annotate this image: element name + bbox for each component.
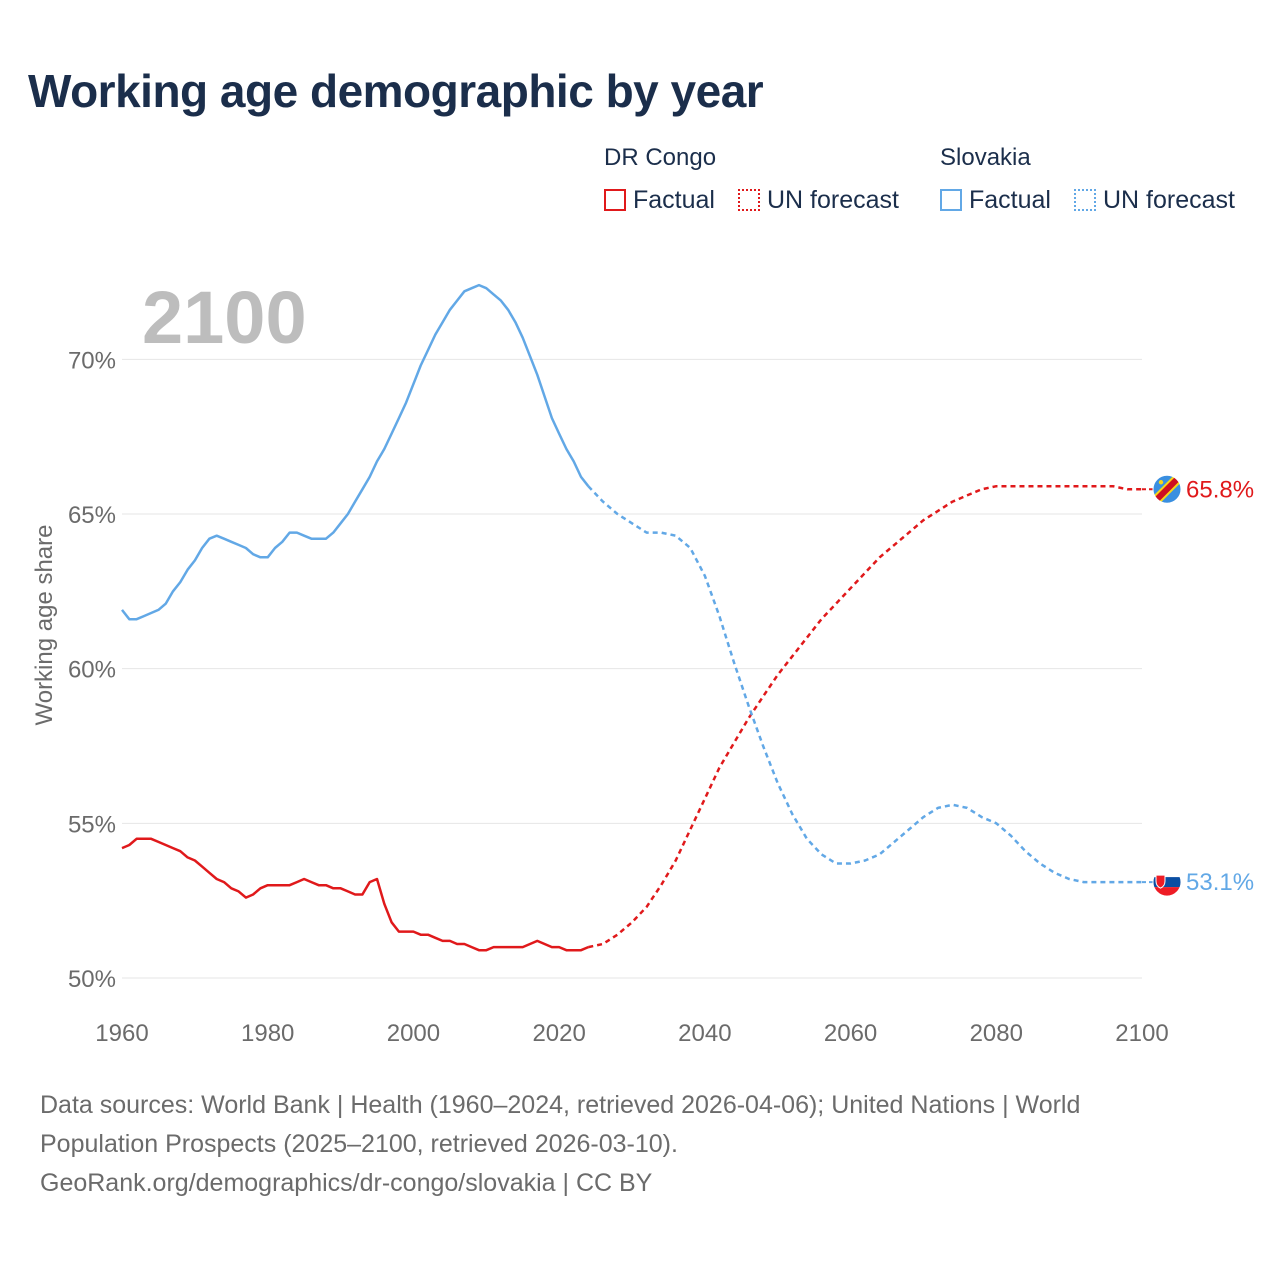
legend-swatch-dr-congo-factual (604, 189, 626, 211)
y-tick-label: 70% (68, 347, 116, 374)
x-tick-label: 2040 (678, 1020, 731, 1047)
x-tick-label: 2020 (532, 1020, 585, 1047)
x-tick-label: 1980 (241, 1020, 294, 1047)
markers-layer: 65.8% 53.1% (1142, 474, 1254, 897)
grid-layer: 50% 55% 60% 65% 70% 1960 1980 2000 2020 2040 2060 2… (68, 347, 1169, 1047)
x-tick-label: 2080 (970, 1020, 1023, 1047)
flag-marker-dr-congo (1152, 474, 1182, 504)
x-tick-label: 1960 (95, 1020, 148, 1047)
legend-swatch-slovakia-forecast (1074, 189, 1096, 211)
lines-layer (121, 283, 1142, 952)
legend-label: UN forecast (1103, 185, 1235, 214)
legend-item-dr-congo-forecast[interactable]: UN forecast (738, 184, 899, 216)
year-watermark: 2100 (142, 276, 307, 359)
legend-swatch-dr-congo-forecast (738, 189, 760, 211)
series-line-dr-congo-factual[interactable] (121, 837, 589, 952)
source-line-3[interactable]: GeoRank.org/demographics/dr-congo/slovak… (40, 1169, 653, 1197)
legend-label: Factual (969, 185, 1051, 214)
y-tick-label: 55% (68, 811, 116, 838)
series-line-slovakia-forecast[interactable] (587, 485, 1142, 884)
legend-item-dr-congo-factual[interactable]: Factual (604, 184, 715, 216)
x-tick-label: 2100 (1115, 1020, 1168, 1047)
source-line-1: Data sources: World Bank | Health (1960–… (40, 1091, 1081, 1119)
x-tick-label: 2000 (387, 1020, 440, 1047)
end-value-label-dr-congo: 65.8% (1186, 476, 1254, 503)
flag-marker-slovakia (1152, 867, 1182, 897)
source-line-2: Population Prospects (2025–2100, retriev… (40, 1130, 678, 1158)
series-line-dr-congo-forecast[interactable] (588, 484, 1142, 949)
x-tick-label: 2060 (824, 1020, 877, 1047)
line-chart: 50% 55% 60% 65% 70% 1960 1980 2000 2020 2040 2060 2… (31, 276, 1254, 1047)
chart-title: Working age demographic by year (28, 65, 764, 117)
legend-group-dr-congo: DR Congo (604, 144, 717, 171)
legend-label: UN forecast (767, 185, 899, 214)
legend-group-slovakia: Slovakia (940, 144, 1031, 171)
legend-item-slovakia-forecast[interactable]: UN forecast (1074, 184, 1235, 216)
legend-item-slovakia-factual[interactable]: Factual (940, 184, 1051, 216)
source-note: Data sources: World Bank | Health (1960–… (40, 1086, 1200, 1203)
legend-label: Factual (633, 185, 715, 214)
y-axis-label: Working age share (31, 525, 58, 726)
y-tick-label: 50% (68, 966, 116, 993)
y-tick-label: 60% (68, 657, 116, 684)
end-value-label-slovakia: 53.1% (1186, 869, 1254, 896)
series-line-slovakia-factual[interactable] (121, 283, 590, 621)
legend-swatch-slovakia-factual (940, 189, 962, 211)
y-tick-label: 65% (68, 502, 116, 529)
